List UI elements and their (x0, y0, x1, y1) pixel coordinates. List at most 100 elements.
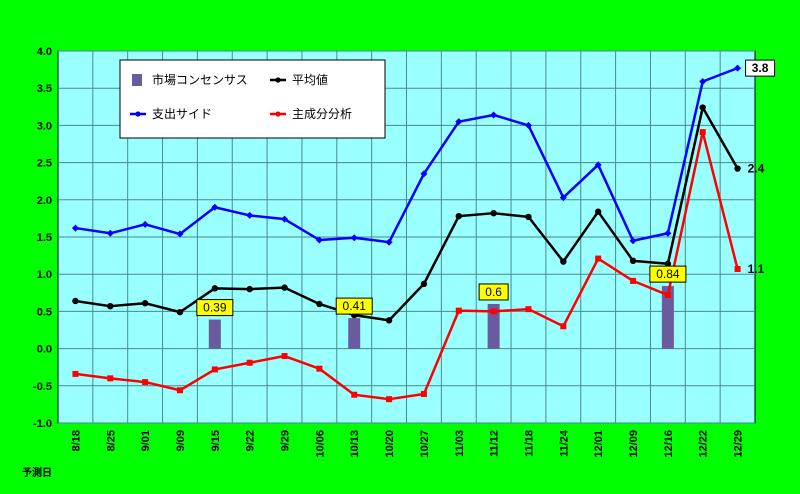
data-point (246, 211, 254, 219)
legend-label: 支出サイド (152, 107, 212, 121)
data-point (629, 257, 637, 265)
x-tick-label: 12/01 (593, 430, 605, 458)
x-axis-label: 予測日 (22, 466, 52, 479)
data-point (664, 260, 672, 267)
data-point (490, 209, 497, 217)
x-tick-label: 11/18 (523, 430, 535, 457)
bar (348, 318, 361, 349)
y-tick-label: 1.5 (37, 232, 52, 244)
x-tick-label: 10/13 (349, 430, 361, 458)
legend-marker (135, 111, 141, 117)
data-point (734, 165, 741, 172)
legend-marker (275, 77, 281, 83)
legend-marker (275, 111, 281, 117)
legend-label: 平均値 (292, 72, 328, 87)
data-point (524, 121, 532, 129)
data-point (560, 258, 567, 265)
x-tick-label: 9/01 (140, 430, 152, 451)
value-callout-box (478, 283, 509, 301)
x-tick-label: 8/25 (105, 430, 117, 451)
data-point (246, 285, 253, 293)
data-point (455, 212, 462, 220)
data-point (490, 308, 497, 315)
bar (661, 286, 674, 349)
data-point (630, 277, 637, 284)
data-point (420, 280, 428, 288)
value-callout-label: 0.39 (203, 301, 227, 315)
data-point (560, 323, 567, 330)
y-tick-label: 3.5 (37, 83, 52, 95)
data-point (141, 300, 149, 307)
data-point (455, 118, 463, 126)
y-tick-label: 2.0 (37, 195, 52, 207)
end-label: 2.4 (748, 162, 765, 176)
data-point (176, 308, 184, 316)
x-tick-label: 12/29 (733, 430, 745, 458)
x-tick-label: 11/24 (558, 429, 570, 457)
value-callout-label: 0.41 (343, 299, 367, 313)
data-point (664, 292, 671, 299)
data-point (385, 238, 393, 246)
x-tick-label: 10/27 (419, 430, 431, 458)
x-tick-label: 9/09 (175, 430, 187, 451)
legend-swatch (132, 74, 142, 86)
data-point (281, 353, 288, 360)
data-point (490, 111, 498, 119)
y-tick-label: 0.5 (37, 306, 52, 318)
y-tick-label: 1.0 (37, 269, 52, 281)
y-tick-label: 0.0 (37, 344, 52, 356)
data-point (106, 229, 114, 237)
x-tick-label: 12/16 (663, 430, 675, 458)
data-point (420, 390, 427, 397)
data-point (525, 213, 532, 221)
value-callout-box (196, 299, 234, 317)
x-tick-label: 9/29 (280, 430, 292, 451)
x-tick-label: 11/03 (454, 430, 466, 457)
bar (208, 319, 221, 349)
data-point (734, 64, 742, 72)
data-point (107, 302, 114, 310)
data-point (699, 129, 706, 136)
bar (487, 303, 500, 349)
data-point (281, 284, 288, 291)
data-point (699, 104, 706, 111)
data-point (72, 370, 79, 377)
data-point (385, 317, 393, 324)
x-tick-label: 9/15 (210, 430, 222, 451)
data-point (72, 297, 79, 305)
line-layer (71, 64, 742, 403)
data-point (594, 208, 602, 215)
y-tick-label: 3.0 (37, 120, 52, 132)
data-point (629, 237, 637, 245)
data-point (734, 265, 741, 272)
data-point (664, 229, 672, 237)
value-callout-label: 0.6 (485, 285, 502, 299)
legend-label: 主成分分析 (292, 107, 352, 121)
data-point (595, 255, 602, 262)
value-callout-label: 0.84 (656, 267, 680, 281)
y-tick-label: 4.0 (37, 46, 52, 58)
bar-layer (208, 286, 674, 349)
data-point (594, 161, 602, 169)
data-point (316, 365, 323, 372)
legend-box (119, 59, 386, 139)
x-tick-label: 8/18 (70, 430, 82, 451)
y-tick-label: 2.5 (37, 158, 52, 170)
end-label: 3.8 (752, 61, 769, 75)
data-point (316, 300, 323, 308)
data-point (525, 306, 532, 313)
data-point (176, 230, 184, 238)
callout-layer: 0.39 0.41 0.6 0.84 3.8 2.4 1.1 (196, 59, 776, 317)
data-point (351, 391, 358, 398)
x-tick-label: 10/20 (384, 430, 396, 458)
y-tick-label: -0.5 (33, 381, 52, 393)
data-point (386, 396, 393, 403)
data-point (107, 375, 114, 382)
x-tick-label: 12/09 (628, 430, 640, 458)
data-point (559, 194, 567, 202)
end-label-box (745, 59, 776, 77)
end-label: 1.1 (748, 262, 765, 276)
legend-label: 市場コンセンサス (152, 72, 248, 87)
